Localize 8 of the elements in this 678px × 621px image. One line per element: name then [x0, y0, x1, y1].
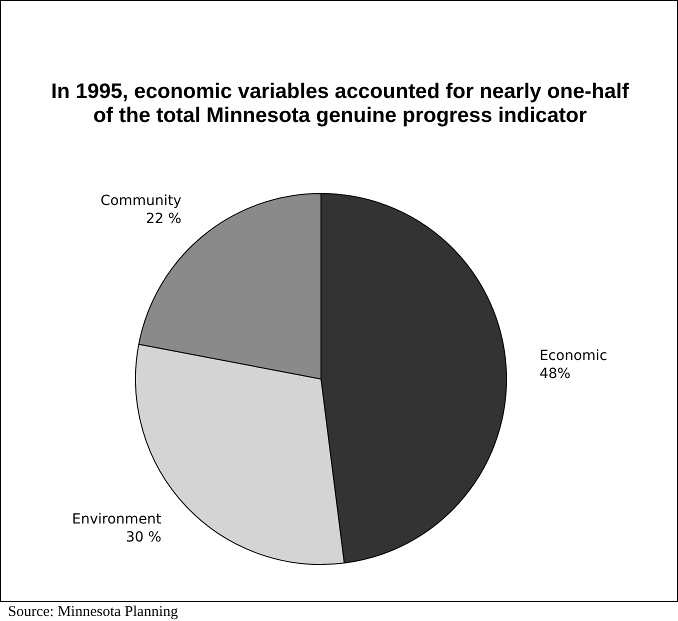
data-label: 48%	[539, 366, 571, 382]
source-note: Source: Minnesota Planning	[8, 604, 178, 621]
data-label: 22 %	[146, 210, 182, 227]
slice-label: Community	[100, 192, 182, 209]
data-label: 30 %	[126, 529, 162, 546]
slice-label: Environment	[72, 511, 162, 528]
chart-title: In 1995, economic variables accounted for nearly one-half of the total Minnesota genuine progress indicator	[50, 80, 630, 128]
slice-label: Economic	[539, 348, 608, 364]
